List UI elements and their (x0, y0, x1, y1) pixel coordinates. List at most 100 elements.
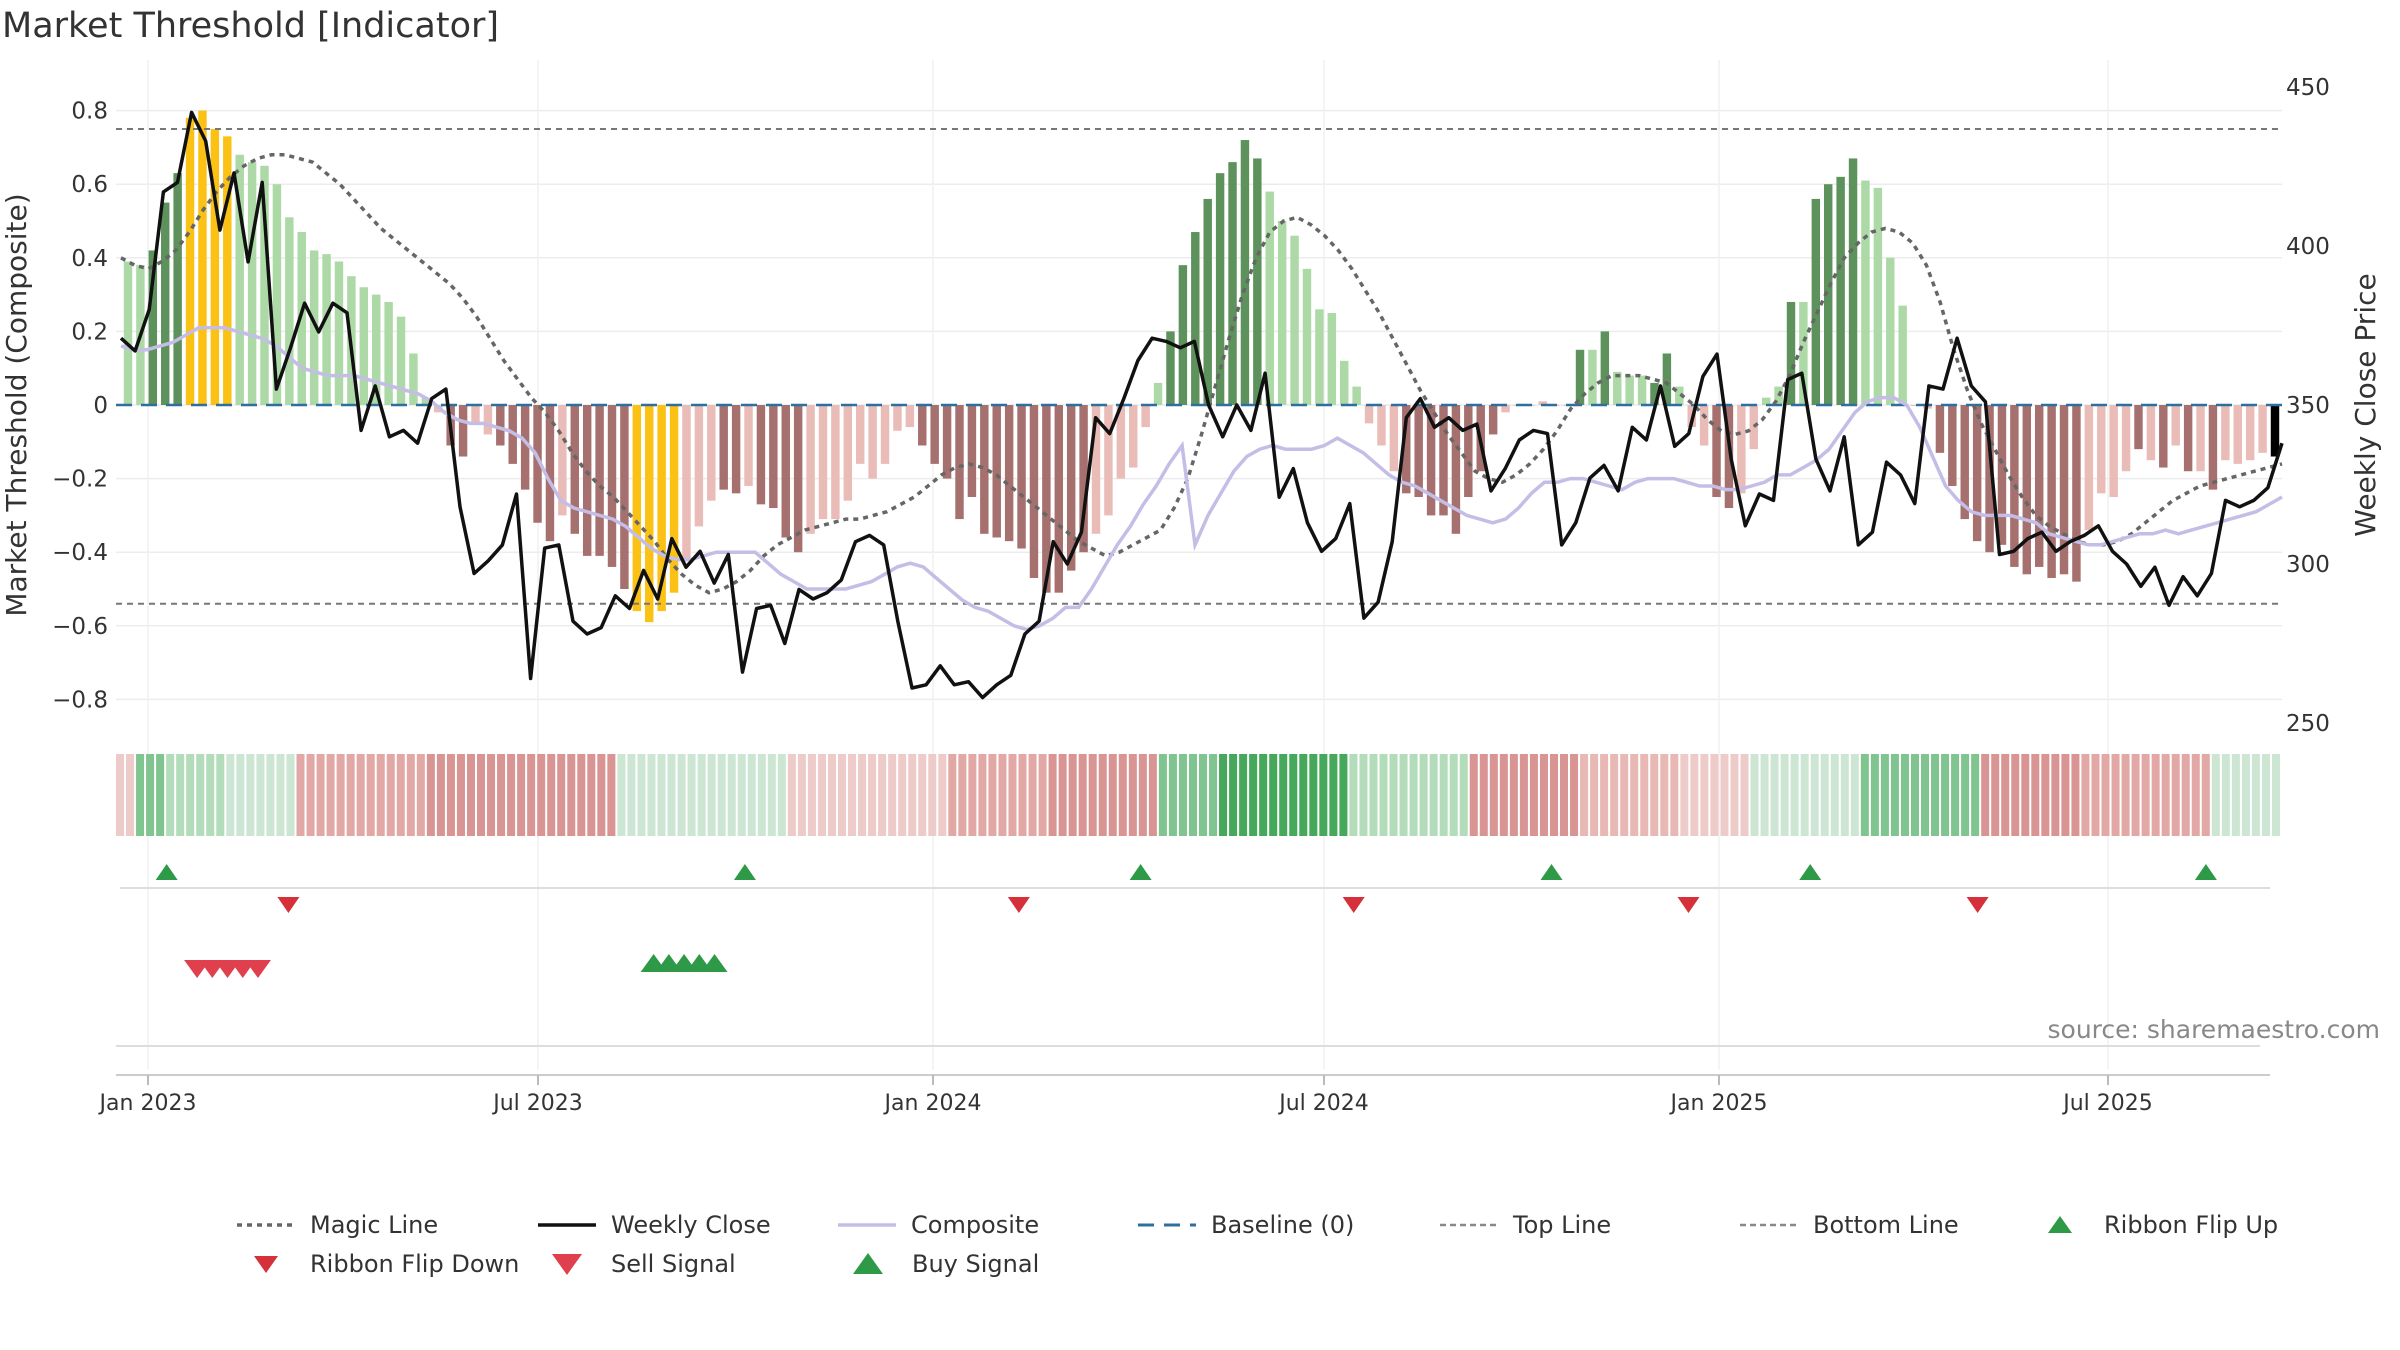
histogram-bar (1836, 176, 1845, 405)
ribbon-flip-down-marker (1342, 897, 1365, 913)
ribbon-cell (577, 754, 586, 836)
histogram-bar (1985, 405, 1994, 553)
ribbon-cell (918, 754, 927, 836)
ribbon-cell (827, 754, 836, 836)
legend-item: Top Line (1440, 1211, 1611, 1239)
ribbon-cell (2211, 754, 2220, 836)
histogram-bar (1228, 162, 1237, 405)
histogram-bar (421, 397, 431, 405)
ribbon-cell (1690, 754, 1699, 836)
histogram-bar (1948, 405, 1957, 486)
histogram-bar (173, 173, 182, 405)
ribbon-cell (1319, 754, 1328, 836)
ribbon-cell (186, 754, 195, 836)
ribbon-cell (607, 754, 616, 836)
ribbon-cell (1409, 754, 1418, 836)
ribbon-cell (1670, 754, 1679, 836)
ribbon-cell (1650, 754, 1659, 836)
histogram-bar (731, 405, 741, 494)
y-tick-label: −0.8 (52, 687, 108, 713)
ribbon-cell (537, 754, 546, 836)
histogram-bar (967, 405, 977, 497)
ribbon-cell (1870, 754, 1879, 836)
ribbon-cell (2271, 754, 2280, 836)
histogram-bar (1873, 187, 1883, 405)
ribbon-cell (727, 754, 736, 836)
ribbon-cell (1148, 754, 1157, 836)
histogram-bar (2134, 405, 2143, 450)
ribbon-cell (1279, 754, 1288, 836)
ribbon-cell (2191, 754, 2200, 836)
histogram-bar (806, 405, 815, 534)
x-tick-label: Jul 2023 (491, 1091, 583, 1116)
histogram-bar (1054, 405, 1063, 593)
legend-item: Bottom Line (1740, 1211, 1959, 1239)
histogram-bar (2159, 405, 2168, 468)
histogram-bar (1935, 405, 1945, 453)
histogram-bar (1600, 331, 1610, 405)
histogram-bar (272, 184, 282, 405)
histogram-bar (2109, 405, 2118, 497)
ribbon-cell (126, 754, 135, 836)
ribbon-cell (276, 754, 285, 836)
ribbon-cell (1780, 754, 1789, 836)
ribbon-cell (2021, 754, 2030, 836)
histogram-bar (1240, 140, 1250, 406)
x-tick-label: Jul 2024 (1277, 1091, 1369, 1116)
ribbon-cell (406, 754, 415, 836)
histogram-bar (607, 405, 617, 567)
histogram-bar (297, 232, 306, 405)
ribbon-cell (436, 754, 445, 836)
legend-item: Composite (838, 1211, 1039, 1239)
histogram-bar (1352, 386, 1361, 405)
ribbon-cell (787, 754, 796, 836)
y-tick-label: −0.6 (52, 614, 108, 640)
y-tick-label: 0.6 (71, 172, 108, 198)
ribbon-cell (346, 754, 355, 836)
histogram-bar (1488, 405, 1498, 435)
histogram-bar (793, 405, 803, 553)
ribbon-cell (2081, 754, 2090, 836)
histogram-bar (645, 405, 654, 623)
ribbon-cell (216, 754, 225, 836)
ribbon-cell (2251, 754, 2260, 836)
ribbon-cell (1419, 754, 1428, 836)
ribbon-cell (246, 754, 255, 836)
histogram-bar (185, 117, 195, 406)
legend-item: Sell Signal (552, 1250, 736, 1278)
histogram-bar (260, 165, 269, 405)
ribbon-cell (166, 754, 175, 836)
legend-item: Buy Signal (853, 1250, 1039, 1278)
ribbon-cell (2221, 754, 2230, 836)
ribbon-cell (1209, 754, 1218, 836)
ribbon-cell (1720, 754, 1729, 836)
ribbon-cell (1710, 754, 1719, 836)
ribbon-cell (1800, 754, 1809, 836)
histogram-bar (1749, 405, 1758, 450)
histogram-bar (1786, 301, 1796, 405)
histogram-bar (694, 405, 704, 527)
histogram-bar (2221, 405, 2230, 461)
histogram-bar (1315, 309, 1324, 405)
ribbon-cell (1519, 754, 1528, 836)
histogram-bar (1997, 405, 2007, 545)
ribbon-cell (1359, 754, 1368, 836)
histogram-bar (1824, 184, 1833, 405)
ribbon-cell (1860, 754, 1869, 836)
histogram-bar (595, 405, 604, 556)
ribbon-cell (557, 754, 566, 836)
histogram-bar (880, 405, 890, 464)
ribbon-cell (968, 754, 977, 836)
ribbon (116, 754, 2280, 836)
legend-item: Weekly Close (538, 1211, 771, 1239)
ribbon-flip-up-marker (733, 864, 756, 880)
ribbon-cell (1941, 754, 1950, 836)
ribbon-cell (1961, 754, 1970, 836)
ribbon-cell (1750, 754, 1759, 836)
histogram-bar (1625, 375, 1634, 405)
ribbon-cell (466, 754, 475, 836)
ribbon-cell (1810, 754, 1819, 836)
x-tick-label: Jan 2023 (98, 1091, 197, 1116)
magic-line (120, 153, 2283, 595)
ribbon-cell (376, 754, 385, 836)
